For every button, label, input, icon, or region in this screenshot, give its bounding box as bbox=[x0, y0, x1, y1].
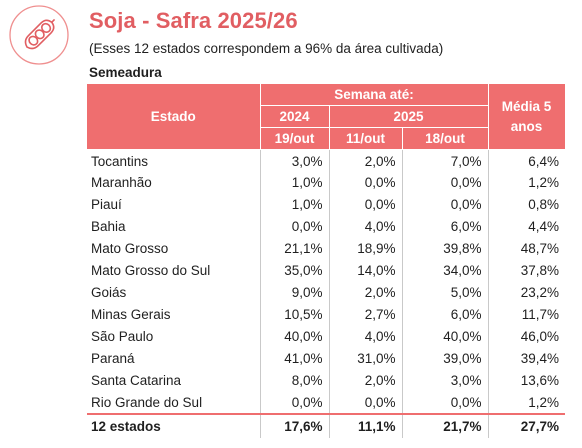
cell-media: 0,8% bbox=[528, 197, 560, 212]
cell-estado: São Paulo bbox=[87, 325, 261, 348]
cell-2025b: 3,0% bbox=[402, 369, 489, 392]
cell-2025a: 4,0% bbox=[329, 215, 403, 238]
cell-media: 48,7% bbox=[520, 241, 560, 256]
cell-media: 46,0% bbox=[520, 329, 560, 344]
cell-2025b: 39,0% bbox=[402, 347, 489, 370]
cell-2024: 35,0% bbox=[260, 259, 330, 282]
table-row: Tocantins 3,0% 2,0% 7,0% 6,4% bbox=[87, 149, 565, 172]
cell-estado: Santa Catarina bbox=[87, 369, 261, 392]
soy-planting-table: Estado Semana até: Média 5 anos 2024 202… bbox=[87, 83, 566, 438]
cell-2025b: 34,0% bbox=[402, 259, 489, 282]
cell-estado: Piauí bbox=[87, 193, 261, 216]
cell-media: 1,2% bbox=[528, 175, 560, 190]
table-row: Paraná 41,0% 31,0% 39,0% 39,4% bbox=[87, 347, 565, 370]
table-row: Maranhão 1,0% 0,0% 0,0% 1,2% bbox=[87, 171, 565, 194]
table-row: Mato Grosso do Sul 35,0% 14,0% 34,0% 37,8% bbox=[87, 259, 565, 282]
table-body: Tocantins 3,0% 2,0% 7,0% 6,4% Maranhão 1,0% 0,… bbox=[87, 149, 565, 414]
table-row: Bahia 0,0% 4,0% 6,0% 4,4% bbox=[87, 215, 565, 238]
cell-estado: Minas Gerais bbox=[87, 303, 261, 326]
cell-2025a: 4,0% bbox=[329, 325, 403, 348]
cell-2025b: 39,8% bbox=[402, 237, 489, 260]
cell-estado: Mato Grosso do Sul bbox=[87, 259, 261, 282]
cell-2024: 3,0% bbox=[260, 149, 330, 172]
table-row: Rio Grande do Sul 0,0% 0,0% 0,0% 1,2% bbox=[87, 391, 565, 414]
cell-2024: 0,0% bbox=[260, 391, 330, 414]
cell-2025a: 2,0% bbox=[329, 369, 403, 392]
cell-2025a: 14,0% bbox=[329, 259, 403, 282]
header-date-2025a: 11/out bbox=[328, 127, 403, 150]
cell-media: 4,4% bbox=[528, 219, 560, 234]
cell-media: 11,7% bbox=[521, 307, 560, 322]
total-label: 12 estados bbox=[87, 412, 261, 438]
cell-2024: 1,0% bbox=[260, 193, 330, 216]
cell-2024: 41,0% bbox=[260, 347, 330, 370]
total-2025b: 21,7% bbox=[402, 412, 489, 438]
cell-2025a: 18,9% bbox=[329, 237, 403, 260]
table-row: Santa Catarina 8,0% 2,0% 3,0% 13,6% bbox=[87, 369, 565, 392]
header-estado: Estado bbox=[87, 83, 261, 150]
cell-2025b: 5,0% bbox=[402, 281, 489, 304]
cell-2025a: 0,0% bbox=[329, 193, 403, 216]
cell-2025a: 0,0% bbox=[329, 171, 403, 194]
soybean-pod-icon bbox=[8, 4, 70, 66]
cell-2024: 8,0% bbox=[260, 369, 330, 392]
header-semana: Semana até: bbox=[259, 83, 489, 106]
cell-2025b: 6,0% bbox=[402, 215, 489, 238]
table-row: Mato Grosso 21,1% 18,9% 39,8% 48,7% bbox=[87, 237, 565, 260]
cell-estado: Bahia bbox=[87, 215, 261, 238]
cell-media: 39,4% bbox=[520, 351, 560, 366]
cell-estado: Goiás bbox=[87, 281, 261, 304]
cell-2025b: 0,0% bbox=[402, 171, 489, 194]
header-year-2025: 2025 bbox=[328, 105, 489, 128]
cell-estado: Mato Grosso bbox=[87, 237, 261, 260]
table-row: Minas Gerais 10,5% 2,7% 6,0% 11,7% bbox=[87, 303, 565, 326]
table-row: São Paulo 40,0% 4,0% 40,0% 46,0% bbox=[87, 325, 565, 348]
header-media: Média 5 anos bbox=[487, 83, 566, 150]
page-subtitle: (Esses 12 estados correspondem a 96% da … bbox=[89, 41, 444, 56]
total-row: 12 estados 17,6% 11,1% 21,7% 27,7% bbox=[87, 412, 566, 438]
section-title: Semeadura bbox=[89, 65, 162, 80]
cell-2024: 9,0% bbox=[260, 281, 330, 304]
cell-2024: 1,0% bbox=[260, 171, 330, 194]
cell-2025a: 2,0% bbox=[329, 149, 403, 172]
page-title: Soja - Safra 2025/26 bbox=[89, 8, 298, 33]
cell-media: 23,2% bbox=[520, 285, 560, 300]
header-date-2024: 19/out bbox=[259, 127, 330, 150]
cell-media: 1,2% bbox=[528, 394, 560, 410]
cell-2025b: 0,0% bbox=[402, 193, 489, 216]
table-row: Piauí 1,0% 0,0% 0,0% 0,8% bbox=[87, 193, 565, 216]
table-row: Goiás 9,0% 2,0% 5,0% 23,2% bbox=[87, 281, 565, 304]
cell-2024: 10,5% bbox=[260, 303, 330, 326]
cell-2024: 0,0% bbox=[260, 215, 330, 238]
total-2025a: 11,1% bbox=[329, 412, 403, 438]
cell-2025a: 31,0% bbox=[329, 347, 403, 370]
cell-2025a: 2,0% bbox=[329, 281, 403, 304]
cell-media: 6,4% bbox=[528, 154, 560, 170]
cell-2025a: 2,7% bbox=[329, 303, 403, 326]
cell-2025b: 6,0% bbox=[402, 303, 489, 326]
total-media: 27,7% bbox=[488, 412, 566, 438]
header-date-2025b: 18/out bbox=[401, 127, 489, 150]
header-year-2024: 2024 bbox=[259, 105, 330, 128]
cell-2025b: 40,0% bbox=[402, 325, 489, 348]
cell-2025b: 7,0% bbox=[402, 149, 489, 172]
cell-2025b: 0,0% bbox=[402, 391, 489, 414]
cell-2025a: 0,0% bbox=[329, 391, 403, 414]
cell-media: 37,8% bbox=[520, 263, 560, 278]
cell-estado: Paraná bbox=[87, 347, 261, 370]
cell-estado: Maranhão bbox=[87, 171, 261, 194]
total-2024: 17,6% bbox=[260, 412, 330, 438]
cell-2024: 21,1% bbox=[260, 237, 330, 260]
cell-2024: 40,0% bbox=[260, 325, 330, 348]
cell-estado: Tocantins bbox=[87, 149, 261, 172]
cell-media: 13,6% bbox=[520, 373, 560, 388]
cell-estado: Rio Grande do Sul bbox=[87, 391, 261, 414]
